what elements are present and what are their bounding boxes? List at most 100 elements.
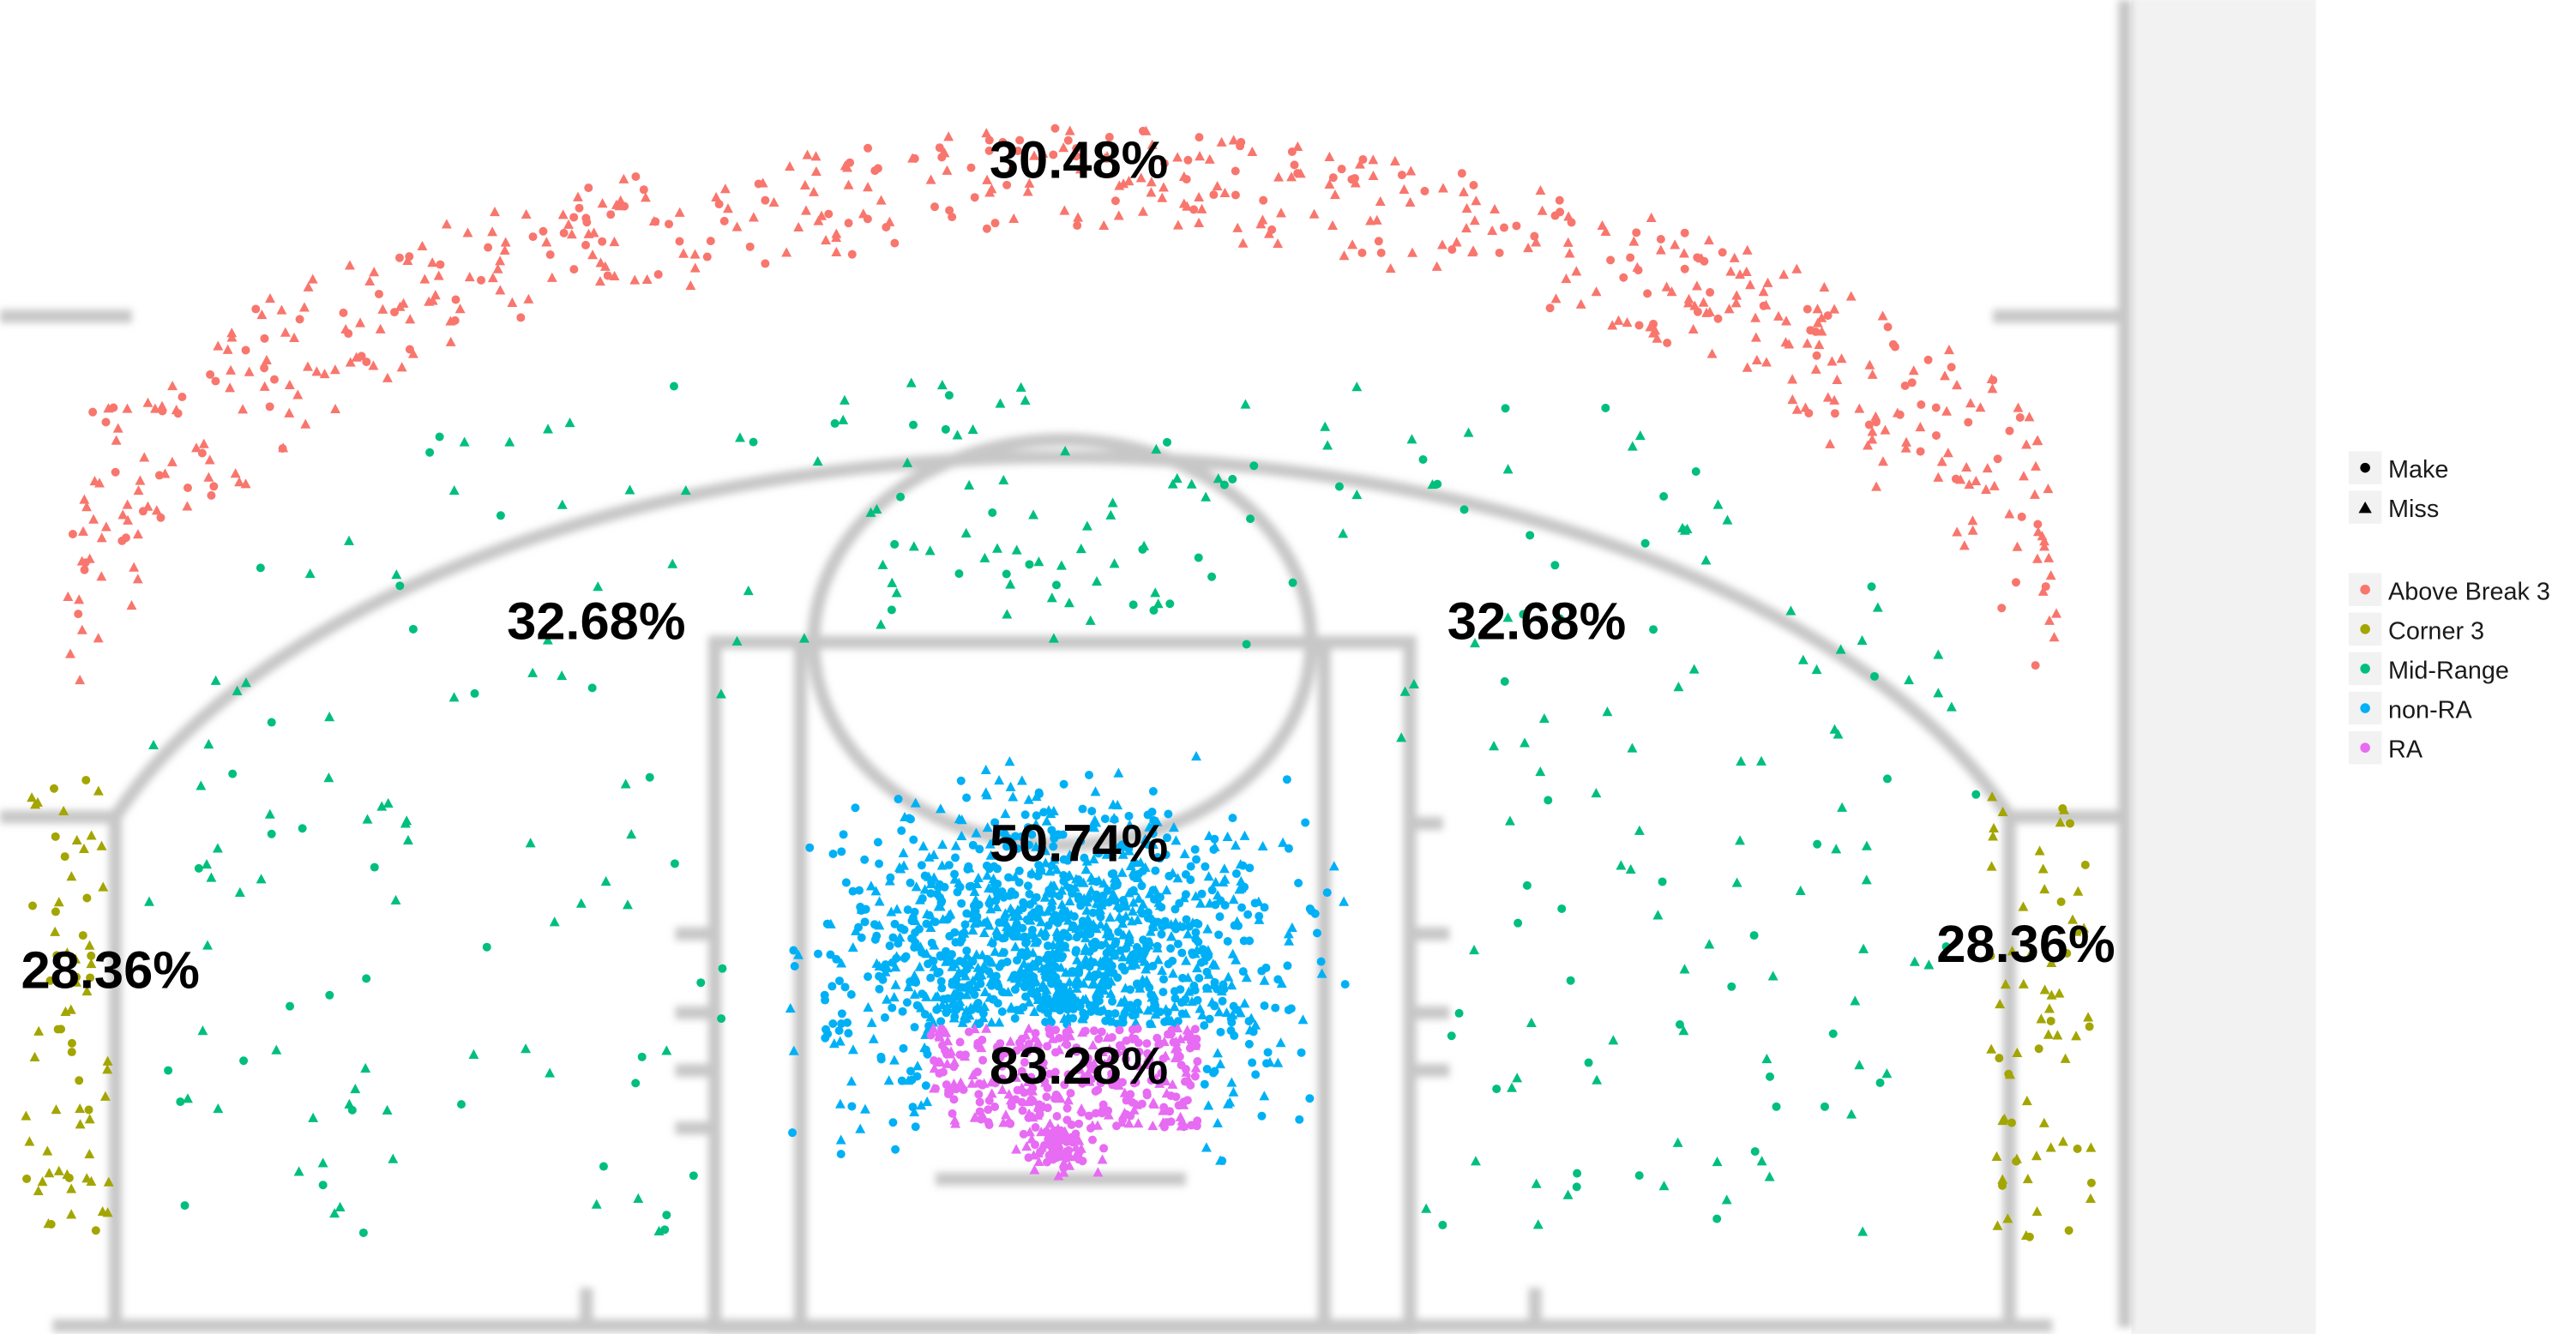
shot-point-non-ra-miss xyxy=(1049,880,1060,891)
shot-point-non-ra-miss xyxy=(1036,916,1047,927)
shot-point-non-ra-make xyxy=(953,887,962,897)
shot-point-above-break-3-miss xyxy=(204,454,215,465)
shot-point-mid-range-miss xyxy=(1351,382,1363,392)
shot-point-corner-3-miss xyxy=(2083,1012,2094,1022)
shot-point-non-ra-make xyxy=(1080,853,1089,862)
shot-point-above-break-3-miss xyxy=(303,281,314,291)
shot-point-non-ra-miss xyxy=(1088,854,1099,864)
shot-point-above-break-3-miss xyxy=(1327,219,1339,231)
shot-point-mid-range-miss xyxy=(1399,686,1411,696)
shot-point-non-ra-miss xyxy=(967,924,978,935)
shot-point-above-break-3-miss xyxy=(1655,244,1666,255)
shot-point-mid-range-miss xyxy=(998,474,1009,484)
shot-point-above-break-3-miss xyxy=(1781,315,1791,326)
shot-point-above-break-3-miss xyxy=(1531,237,1542,247)
shot-point-above-break-3-miss xyxy=(831,246,842,256)
shot-point-above-break-3-make xyxy=(1567,218,1576,227)
shot-point-mid-range-miss xyxy=(202,858,213,869)
shot-point-mid-range-miss xyxy=(1679,964,1690,974)
shot-point-non-ra-miss xyxy=(1039,988,1050,1000)
shot-point-non-ra-make xyxy=(1059,779,1068,789)
shot-point-above-break-3-miss xyxy=(1399,183,1410,194)
shot-point-mid-range-make xyxy=(164,1066,173,1075)
shot-point-above-break-3-miss xyxy=(1760,299,1772,309)
shot-point-above-break-3-make xyxy=(1104,132,1114,141)
shot-point-non-ra-make xyxy=(1160,1017,1170,1026)
shot-point-above-break-3-miss xyxy=(1550,293,1562,303)
shot-point-mid-range-make xyxy=(239,1056,249,1066)
shot-point-mid-range-miss xyxy=(1033,556,1044,567)
shot-point-above-break-3-miss xyxy=(1405,165,1417,176)
shot-point-non-ra-make xyxy=(888,933,898,942)
shot-point-non-ra-make xyxy=(1226,1014,1236,1024)
shot-point-above-break-3-make xyxy=(620,201,629,211)
shot-point-ra-miss xyxy=(1172,1023,1183,1033)
shot-point-mid-range-make xyxy=(370,862,379,872)
shot-point-corner-3-miss xyxy=(62,947,73,958)
shot-point-above-break-3-miss xyxy=(330,403,341,414)
shot-point-mid-range-miss xyxy=(1795,885,1806,896)
shot-point-mid-range-miss xyxy=(1764,1171,1775,1181)
shot-point-mid-range-miss xyxy=(1504,815,1515,826)
shot-point-ra-make xyxy=(926,1031,936,1040)
shot-point-non-ra-make xyxy=(857,933,866,942)
shot-point-non-ra-make xyxy=(891,1145,900,1154)
shot-point-above-break-3-miss xyxy=(1204,153,1215,164)
shot-point-ra-make xyxy=(1171,1092,1181,1102)
shot-point-mid-range-make xyxy=(1514,918,1523,928)
shot-point-non-ra-make xyxy=(1129,886,1138,895)
shot-point-non-ra-make xyxy=(945,953,954,963)
shot-point-non-ra-miss xyxy=(1109,812,1120,823)
shot-point-non-ra-make xyxy=(890,919,900,928)
shot-point-non-ra-make xyxy=(1118,1013,1128,1023)
shot-point-ra-make xyxy=(1038,1058,1048,1067)
shot-point-non-ra-make xyxy=(1124,844,1134,854)
shot-point-non-ra-make xyxy=(1104,898,1114,907)
shot-point-above-break-3-miss xyxy=(1375,195,1386,207)
shot-point-non-ra-miss xyxy=(1064,895,1075,906)
shot-point-non-ra-miss xyxy=(1283,928,1294,939)
shot-point-above-break-3-miss xyxy=(1141,125,1152,135)
shot-point-non-ra-miss xyxy=(941,956,952,966)
shot-point-above-break-3-make xyxy=(1656,235,1665,243)
shot-point-mid-range-miss xyxy=(196,780,207,790)
shot-point-non-ra-make xyxy=(896,923,906,933)
shot-point-above-break-3-make xyxy=(390,308,400,317)
shot-point-non-ra-miss xyxy=(937,838,948,850)
shot-point-non-ra-make xyxy=(1135,982,1144,992)
shot-point-ra-miss xyxy=(941,1027,952,1037)
shot-point-non-ra-make xyxy=(1286,1004,1296,1013)
shot-point-non-ra-make xyxy=(788,1128,797,1138)
shot-point-non-ra-miss xyxy=(1124,934,1135,944)
shot-point-ra-miss xyxy=(946,1046,956,1056)
shot-point-mid-range-make xyxy=(267,718,276,727)
shot-point-non-ra-miss xyxy=(859,1103,870,1114)
shot-point-non-ra-make xyxy=(1058,908,1068,917)
shot-point-non-ra-miss xyxy=(1278,837,1288,847)
shot-point-non-ra-miss xyxy=(960,1010,970,1020)
shot-point-non-ra-miss xyxy=(1076,928,1087,939)
shot-point-mid-range-make xyxy=(347,1105,357,1115)
shot-point-mid-range-miss xyxy=(667,558,678,568)
shot-point-mid-range-make xyxy=(1882,774,1892,784)
shot-point-mid-range-miss xyxy=(964,479,975,490)
shot-point-mid-range-make xyxy=(1556,614,1565,623)
shot-point-corner-3-miss xyxy=(66,1183,77,1193)
shot-point-corner-3-miss xyxy=(30,799,41,809)
shot-point-above-break-3-make xyxy=(68,530,77,538)
shot-point-mid-range-miss xyxy=(382,797,394,808)
shot-point-non-ra-miss xyxy=(874,960,885,970)
shot-point-non-ra-make xyxy=(906,878,915,887)
shot-point-above-break-3-miss xyxy=(858,208,869,219)
shot-point-non-ra-miss xyxy=(1009,871,1020,881)
shot-point-mid-range-make xyxy=(1572,1182,1581,1192)
shot-point-above-break-3-miss xyxy=(1437,239,1447,249)
shot-point-ra-miss xyxy=(1029,1164,1040,1175)
shot-point-above-break-3-miss xyxy=(1561,273,1572,284)
shot-point-corner-3-make xyxy=(53,1025,63,1034)
shot-point-non-ra-make xyxy=(826,950,835,959)
shot-point-above-break-3-miss xyxy=(2043,552,2055,562)
shot-point-above-break-3-miss xyxy=(133,529,143,539)
shot-point-ra-miss xyxy=(1058,1167,1069,1177)
shot-point-corner-3-miss xyxy=(75,1103,86,1114)
